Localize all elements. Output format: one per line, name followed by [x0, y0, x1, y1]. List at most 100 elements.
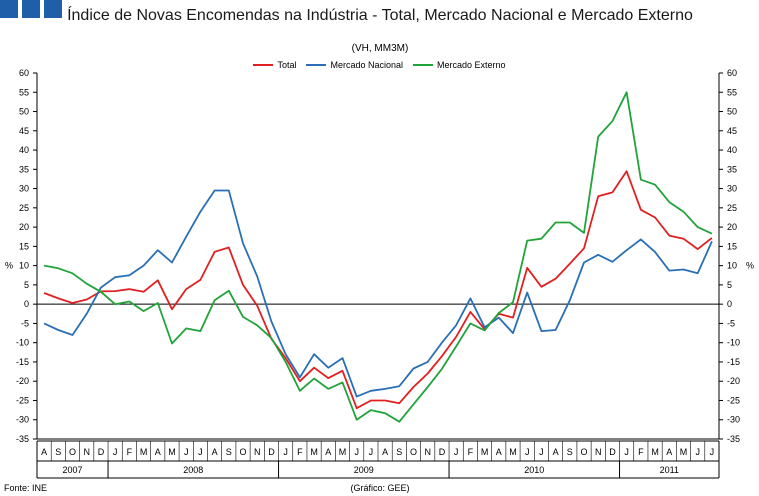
- x-tick-label: M: [310, 447, 318, 457]
- y-tick-label-right: -20: [727, 376, 740, 386]
- chart-subtitle: (VH, MM3M): [351, 43, 409, 54]
- y-tick-label-left: 35: [19, 164, 29, 174]
- x-tick-label: M: [680, 447, 688, 457]
- x-tick-label: F: [297, 447, 303, 457]
- x-tick-label: J: [539, 447, 544, 457]
- legend-item: Mercado Nacional: [306, 60, 403, 70]
- y-tick-label-left: -20: [16, 376, 29, 386]
- x-tick-label: O: [69, 447, 76, 457]
- x-tick-label: O: [240, 447, 247, 457]
- y-tick-label-right: -15: [727, 357, 740, 367]
- y-tick-label-right: -25: [727, 395, 740, 405]
- x-tick-label: N: [254, 447, 261, 457]
- x-tick-label: F: [468, 447, 474, 457]
- x-tick-label: J: [624, 447, 629, 457]
- x-tick-label: N: [595, 447, 602, 457]
- x-tick-label: J: [113, 447, 118, 457]
- logo: [0, 0, 62, 18]
- series-line-mercado-nacional: [43, 189, 713, 398]
- x-tick-label: J: [710, 447, 715, 457]
- y-tick-label-right: -10: [727, 338, 740, 348]
- x-tick-label: J: [454, 447, 459, 457]
- y-tick-label-right: 55: [727, 87, 737, 97]
- year-label: 2010: [524, 465, 544, 475]
- y-tick-label-right: 10: [727, 261, 737, 271]
- y-tick-label-left: 25: [19, 203, 29, 213]
- y-tick-label-right: 60: [727, 68, 737, 78]
- y-tick-label-left: 10: [19, 261, 29, 271]
- x-tick-label: D: [609, 447, 616, 457]
- y-tick-label-left: 20: [19, 222, 29, 232]
- x-tick-label: A: [155, 447, 161, 457]
- y-tick-label-left: 0: [24, 299, 29, 309]
- x-tick-label: M: [481, 447, 489, 457]
- x-tick-label: F: [638, 447, 644, 457]
- y-tick-label-right: -35: [727, 434, 740, 444]
- x-tick-label: S: [55, 447, 61, 457]
- x-tick-label: A: [553, 447, 559, 457]
- x-tick-label: M: [168, 447, 176, 457]
- x-tick-label: N: [83, 447, 90, 457]
- y-tick-label-right: -5: [727, 318, 735, 328]
- x-tick-label: J: [198, 447, 203, 457]
- y-tick-label-left: 50: [19, 107, 29, 117]
- x-tick-label: J: [184, 447, 189, 457]
- x-tick-label: A: [212, 447, 218, 457]
- y-tick-label-left: 55: [19, 87, 29, 97]
- x-tick-label: D: [98, 447, 105, 457]
- legend-label: Total: [277, 60, 297, 70]
- legend-label: Mercado Nacional: [330, 60, 403, 70]
- x-tick-label: N: [424, 447, 431, 457]
- x-tick-label: A: [666, 447, 672, 457]
- x-tick-label: J: [525, 447, 530, 457]
- y-tick-label-left: -15: [16, 357, 29, 367]
- y-axis-label-left: %: [5, 261, 13, 271]
- x-tick-label: O: [410, 447, 417, 457]
- x-tick-label: S: [226, 447, 232, 457]
- logo-square: [0, 0, 18, 18]
- legend-item: Total: [253, 60, 296, 70]
- y-tick-label-right: 5: [727, 280, 732, 290]
- legend-item: Mercado Externo: [413, 60, 506, 70]
- legend-swatch: [306, 64, 327, 66]
- x-tick-label: J: [283, 447, 288, 457]
- y-tick-label-right: 35: [727, 164, 737, 174]
- x-tick-label: F: [127, 447, 133, 457]
- credit-note: (Gráfico: GEE): [350, 483, 410, 493]
- y-tick-label-left: -10: [16, 338, 29, 348]
- year-label: 2007: [63, 465, 83, 475]
- year-label: 2009: [354, 465, 374, 475]
- x-tick-label: J: [695, 447, 700, 457]
- chart-title: Índice de Novas Encomendas na Indústria …: [67, 7, 693, 24]
- year-label: 2008: [183, 465, 203, 475]
- x-tick-label: J: [354, 447, 359, 457]
- y-tick-label-right: -30: [727, 415, 740, 425]
- year-label: 2011: [660, 465, 679, 475]
- y-tick-label-left: -35: [16, 434, 29, 444]
- y-tick-label-left: -30: [16, 415, 29, 425]
- y-tick-label-right: 25: [727, 203, 737, 213]
- y-tick-label-left: 30: [19, 184, 29, 194]
- y-tick-label-right: 0: [727, 299, 732, 309]
- series-line-total: [43, 170, 713, 410]
- source-note: Fonte: INE: [4, 483, 48, 493]
- y-tick-label-right: 30: [727, 184, 737, 194]
- x-tick-label: M: [339, 447, 347, 457]
- x-tick-label: M: [509, 447, 517, 457]
- legend: Total Mercado Nacional Mercado Externo: [0, 60, 759, 70]
- x-tick-label: S: [567, 447, 573, 457]
- y-tick-label-left: -5: [21, 318, 29, 328]
- logo-square: [22, 0, 40, 18]
- x-tick-label: M: [140, 447, 148, 457]
- y-tick-label-right: 15: [727, 241, 737, 251]
- x-tick-label: A: [325, 447, 331, 457]
- y-tick-label-right: 20: [727, 222, 737, 232]
- y-tick-label-right: 45: [727, 126, 737, 136]
- x-tick-label: A: [41, 447, 47, 457]
- series-line-mercado-externo: [43, 91, 713, 423]
- y-tick-label-left: 15: [19, 241, 29, 251]
- y-axis-label-right: %: [746, 261, 754, 271]
- x-tick-label: D: [268, 447, 275, 457]
- x-tick-label: D: [439, 447, 446, 457]
- y-tick-label-left: 5: [24, 280, 29, 290]
